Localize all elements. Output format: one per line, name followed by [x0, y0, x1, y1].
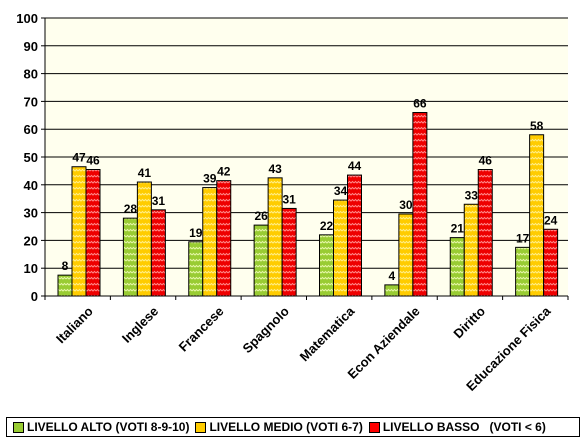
- data-label: 24: [544, 213, 558, 227]
- data-label: 34: [334, 184, 348, 198]
- y-tick-label: 90: [24, 39, 38, 54]
- data-label: 46: [86, 154, 100, 168]
- data-label: 26: [254, 209, 268, 223]
- data-label: 4: [389, 269, 396, 283]
- data-label: 58: [530, 119, 544, 133]
- bar: [333, 199, 348, 297]
- bar: [267, 177, 283, 297]
- bar: [85, 169, 101, 297]
- y-tick-label: 30: [24, 206, 38, 221]
- legend-label-basso: LIVELLO BASSO (VOTI < 6): [382, 420, 546, 434]
- bar: [515, 246, 531, 297]
- legend-swatch-basso: [368, 421, 380, 433]
- data-label: 41: [138, 166, 152, 180]
- bar: [477, 169, 493, 297]
- data-label: 43: [268, 162, 282, 176]
- bar: [216, 180, 232, 297]
- bar: [136, 181, 152, 297]
- y-tick-label: 50: [24, 150, 38, 165]
- bar: [57, 274, 73, 297]
- data-label: 8: [62, 259, 69, 273]
- category-label: Italiano: [53, 303, 96, 346]
- y-tick-label: 0: [31, 289, 38, 304]
- data-label: 19: [189, 226, 203, 240]
- bar: [122, 217, 138, 297]
- legend-item-alto: LIVELLO ALTO (VOTI 8-9-10): [13, 420, 189, 434]
- data-label: 66: [413, 97, 427, 111]
- data-label: 31: [282, 192, 296, 206]
- category-label: Spagnolo: [239, 303, 292, 356]
- category-label: Francese: [176, 304, 227, 355]
- gridlines: [45, 17, 568, 269]
- data-label: 33: [465, 188, 479, 202]
- legend-item-basso: LIVELLO BASSO (VOTI < 6): [368, 420, 546, 434]
- bar: [449, 237, 465, 297]
- legend: LIVELLO ALTO (VOTI 8-9-10) LIVELLO MEDIO…: [6, 417, 580, 437]
- y-tick-label: 100: [16, 11, 38, 26]
- y-tick-label: 40: [24, 178, 38, 193]
- legend-item-medio: LIVELLO MEDIO (VOTI 6-7): [195, 420, 363, 434]
- bar: [529, 134, 545, 297]
- data-label: 46: [479, 154, 493, 168]
- data-label: 30: [399, 198, 413, 212]
- data-label: 42: [217, 165, 231, 179]
- data-label: 39: [203, 172, 217, 186]
- y-tick-label: 20: [24, 233, 38, 248]
- data-label: 17: [516, 231, 530, 245]
- bar: [281, 207, 297, 297]
- bar: [253, 224, 269, 297]
- y-tick-label: 60: [24, 122, 38, 137]
- y-tick-label: 10: [24, 261, 38, 276]
- bar: [347, 174, 362, 297]
- category-label: Matematica: [297, 303, 358, 364]
- bar: [398, 213, 414, 297]
- data-label: 28: [124, 202, 138, 216]
- legend-swatch-medio: [195, 421, 207, 433]
- category-label: Diritto: [450, 303, 488, 341]
- bar: [188, 241, 204, 297]
- bar: [463, 203, 479, 297]
- y-tick-label: 80: [24, 67, 38, 82]
- bar: [202, 187, 218, 297]
- data-label: 22: [320, 219, 334, 233]
- category-label: Econ Aziendale: [344, 304, 422, 382]
- y-tick-label: 70: [24, 94, 38, 109]
- legend-label-medio: LIVELLO MEDIO (VOTI 6-7): [209, 420, 363, 434]
- bar: [412, 112, 428, 297]
- legend-swatch-alto: [13, 421, 24, 433]
- data-label: 44: [348, 159, 362, 173]
- category-label: Inglese: [119, 304, 161, 346]
- y-axis-ticks: 0 10 20 30 40 50 60 70 80 90 100: [16, 11, 45, 304]
- data-label: 31: [152, 194, 166, 208]
- bar: [384, 284, 400, 297]
- legend-label-alto: LIVELLO ALTO (VOTI 8-9-10): [27, 420, 190, 434]
- bar-chart: 0 10 20 30 40 50 60 70 80 90 100 Italiano Inglese Fr…: [16, 11, 569, 394]
- bar: [543, 228, 559, 297]
- x-axis-categories: Italiano Inglese Francese Spagnolo Matematic…: [44, 296, 569, 394]
- data-label: 21: [451, 222, 465, 236]
- data-label: 47: [72, 151, 86, 165]
- bar: [319, 234, 334, 297]
- bar: [150, 209, 166, 297]
- bar: [71, 166, 87, 297]
